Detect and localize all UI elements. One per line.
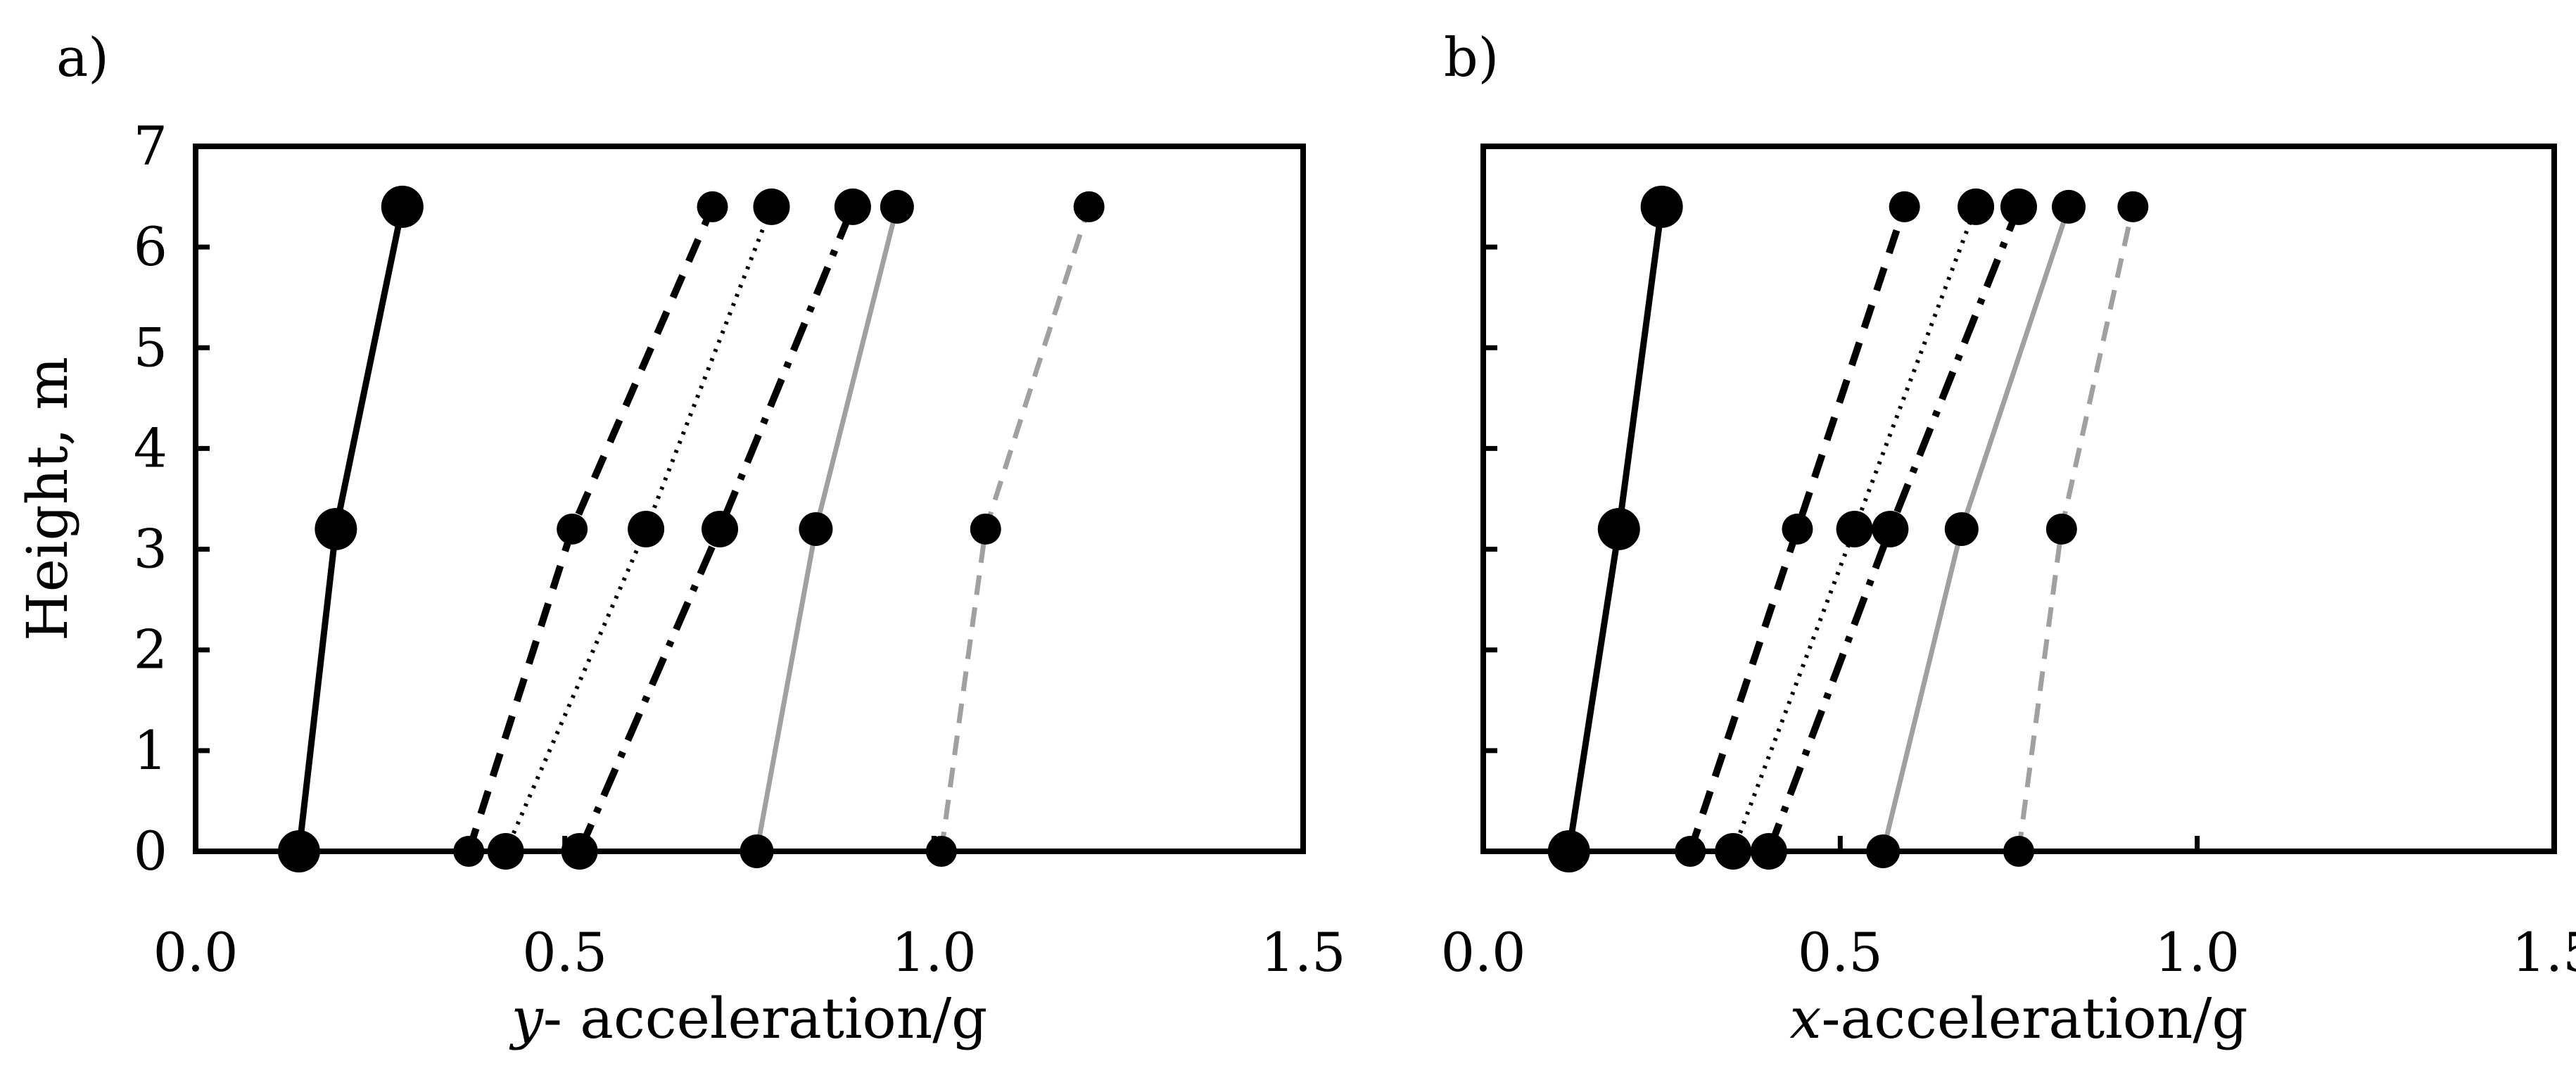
data-point — [925, 836, 957, 867]
x-axis-label-text: -acceleration/g — [1821, 986, 2247, 1051]
x-tick-label: 0.5 — [522, 921, 607, 984]
data-point — [1750, 833, 1787, 870]
x-tick-label: 1.0 — [892, 921, 977, 984]
panel-a: a) 0 1 2 3 4 5 6 7 0.0 0.5 1.0 1.5 y- acceleration/g H… — [15, 26, 1345, 1051]
data-point — [1866, 834, 1901, 868]
panel-label: b) — [1444, 26, 1499, 89]
y-tick-label: 6 — [134, 215, 167, 278]
data-point — [487, 833, 524, 870]
data-point — [1597, 507, 1640, 550]
data-point — [702, 510, 739, 547]
y-tick-label: 2 — [134, 618, 167, 681]
y-tick-label: 7 — [134, 115, 167, 177]
series-line-dotted-black — [1731, 205, 1978, 853]
data-point — [557, 513, 588, 545]
data-point — [561, 833, 598, 870]
data-point — [1872, 510, 1909, 547]
x-axis-label-variable: y — [509, 986, 545, 1051]
y-axis-label: Height, m — [15, 357, 80, 641]
data-point — [1073, 191, 1105, 222]
data-point — [2045, 513, 2077, 545]
data-point — [740, 834, 774, 868]
y-tick-label: 0 — [134, 820, 167, 882]
series-line-dashed-black — [1687, 205, 1908, 853]
data-point — [1715, 833, 1752, 870]
y-tick-label: 4 — [134, 417, 167, 479]
data-point — [799, 512, 833, 546]
x-tick-label: 0.5 — [1798, 921, 1883, 984]
x-axis-label-text: - acceleration/g — [543, 986, 988, 1051]
x-axis-label-variable: x — [1789, 986, 1821, 1051]
series-line-dotted-black — [503, 205, 774, 853]
x-tick-label: 1.5 — [1261, 921, 1346, 984]
data-point — [1782, 513, 1813, 545]
y-tick-label: 3 — [134, 518, 167, 580]
x-axis-label: x-acceleration/g — [1789, 986, 2247, 1051]
data-point — [2003, 836, 2034, 867]
data-point — [834, 188, 871, 225]
x-tick-label: 1.5 — [2512, 921, 2576, 984]
data-point — [1836, 510, 1873, 547]
data-point — [1944, 512, 1979, 546]
data-point — [1547, 830, 1590, 872]
data-point — [697, 191, 728, 222]
data-point — [453, 836, 485, 867]
x-tick-label: 1.0 — [2155, 921, 2240, 984]
data-point — [628, 510, 665, 547]
data-point — [2000, 188, 2037, 225]
panel-label: a) — [56, 26, 109, 89]
data-point — [277, 830, 320, 872]
y-tick-label: 5 — [134, 316, 167, 379]
data-point — [970, 513, 1001, 545]
data-point — [2117, 191, 2149, 222]
panel-b: b) 0.0 0.5 1.0 1.5 x-acceleration/g — [1441, 26, 2576, 1051]
data-point — [753, 188, 790, 225]
x-tick-label: 0.0 — [1441, 921, 1526, 984]
data-point — [2052, 189, 2086, 224]
data-point — [381, 185, 424, 228]
data-point — [1958, 188, 1995, 225]
data-point — [1675, 836, 1706, 867]
x-axis-label: y- acceleration/g — [509, 986, 988, 1051]
data-point — [880, 189, 914, 224]
data-point — [315, 507, 357, 550]
data-point — [1889, 191, 1920, 222]
data-point — [1640, 185, 1683, 228]
y-tick-label: 1 — [134, 719, 167, 782]
x-tick-label: 0.0 — [153, 921, 239, 984]
